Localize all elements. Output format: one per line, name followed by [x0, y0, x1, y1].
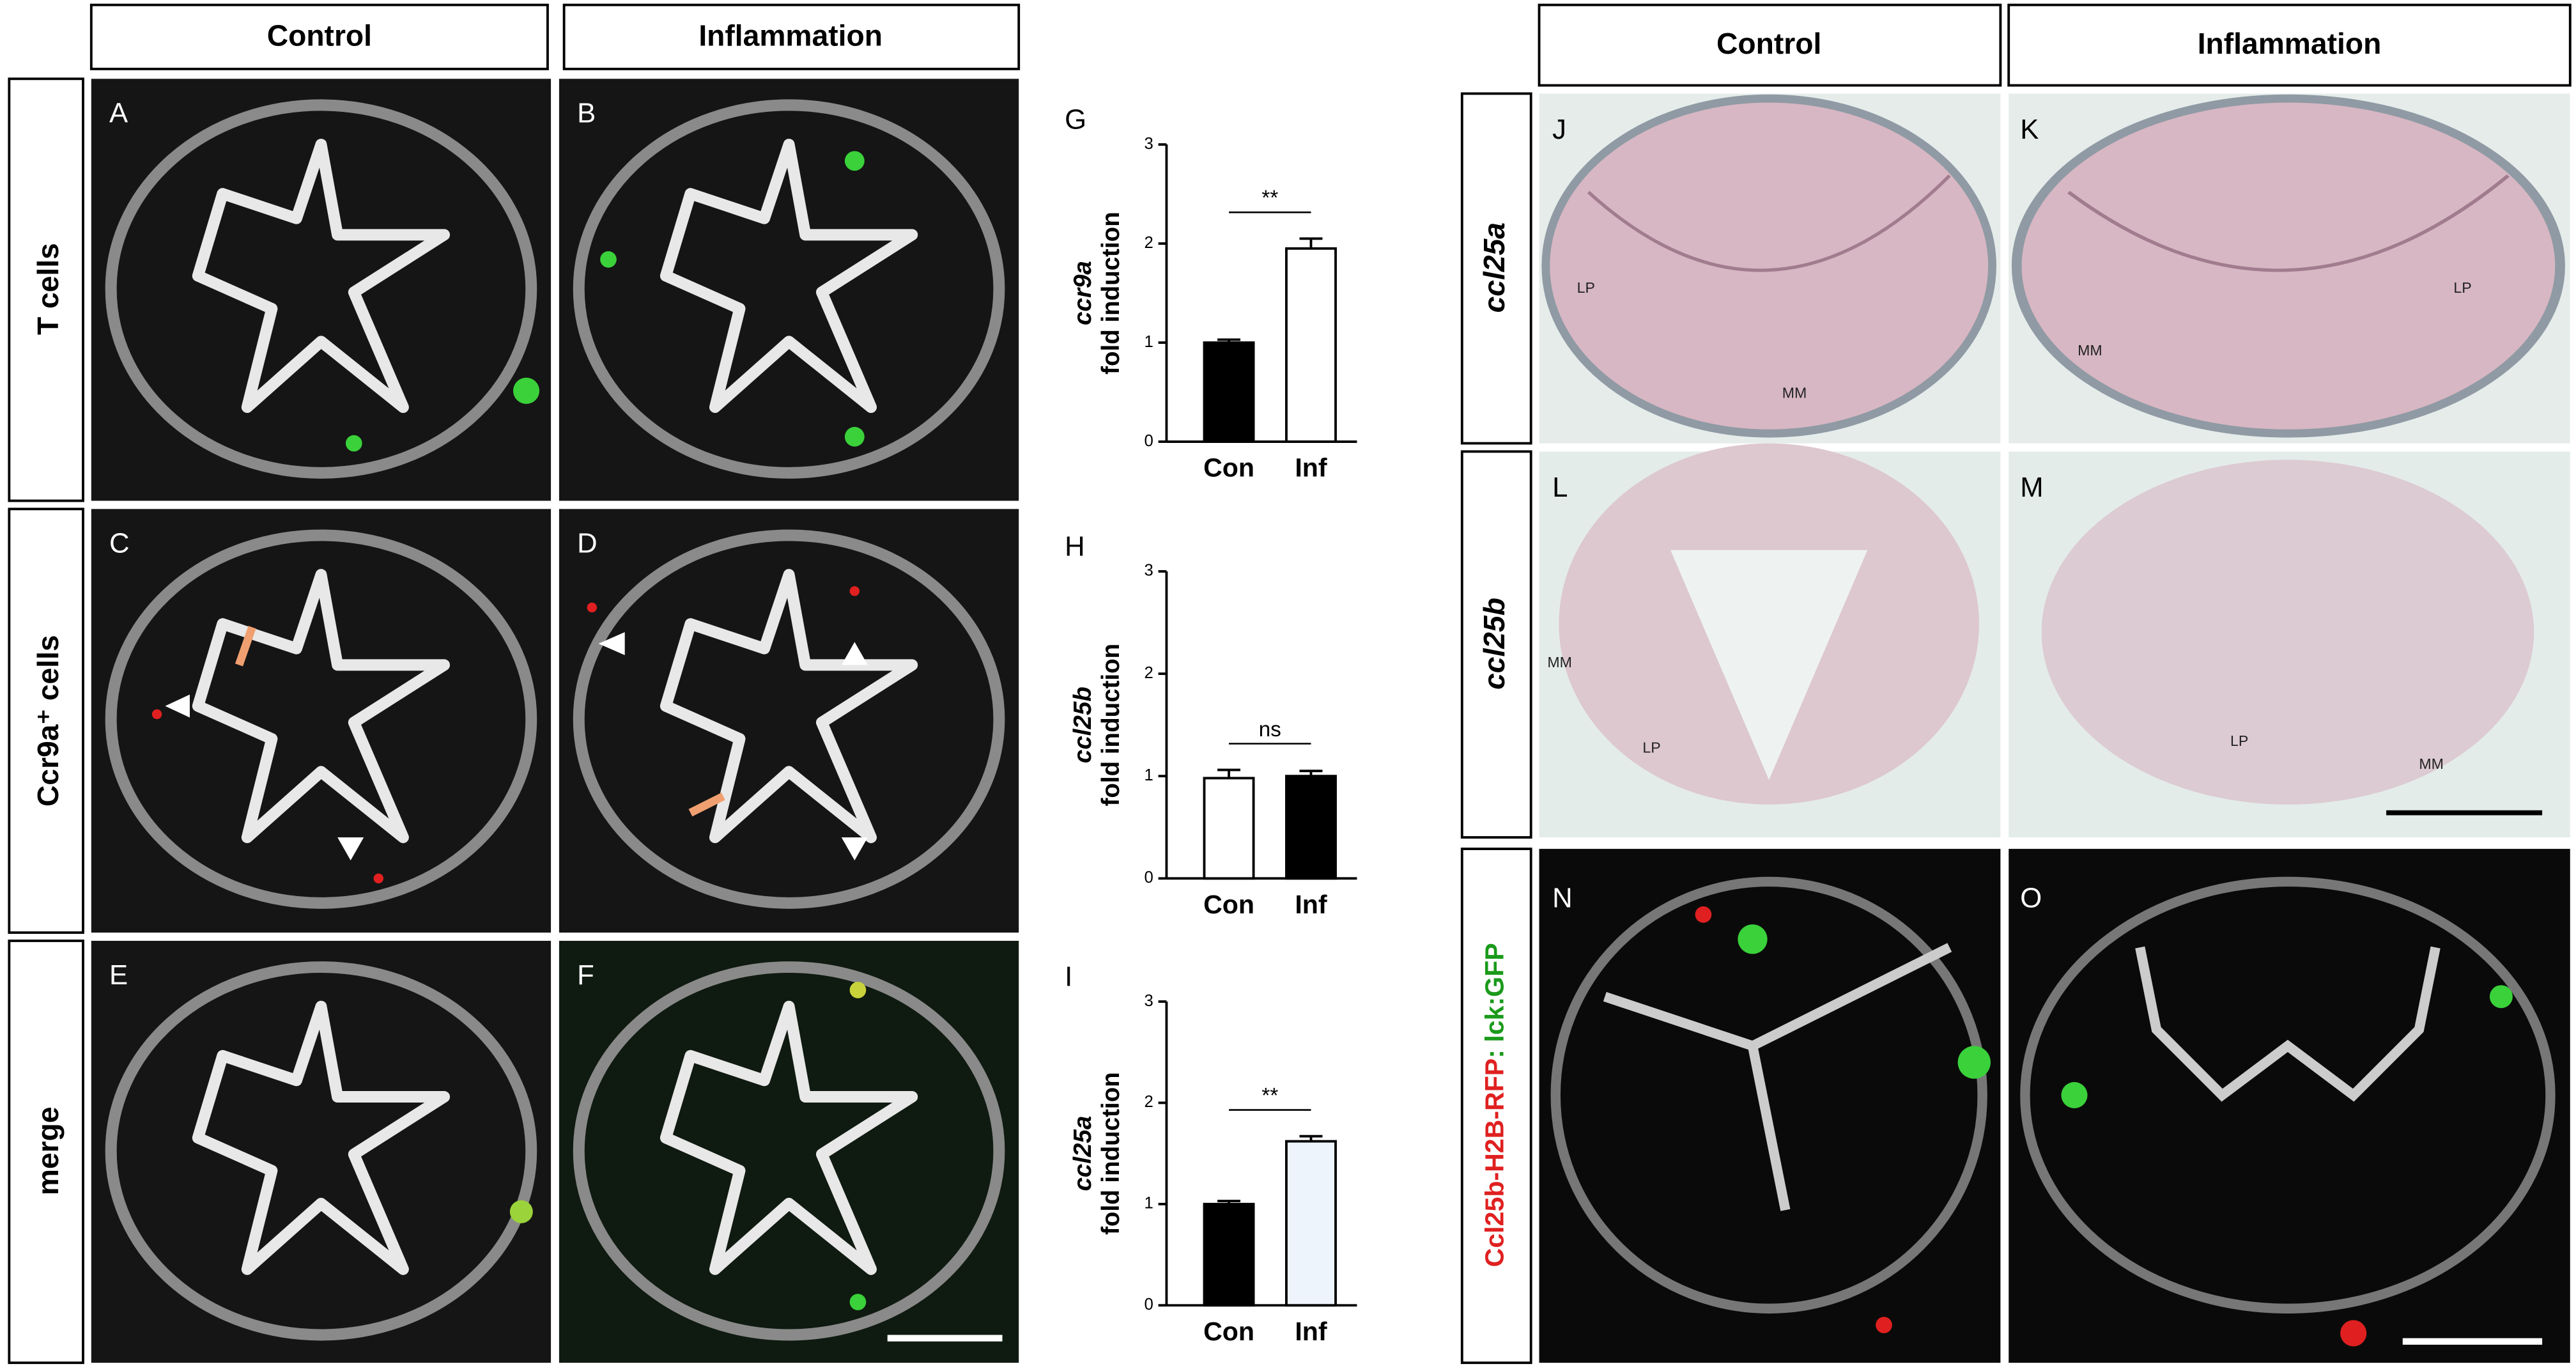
column-header: Inflammation [698, 19, 883, 52]
row-label: Ccl25b-H2B-RFP: lck:GFP [1480, 943, 1509, 1267]
panel-letter: K [2020, 114, 2039, 145]
row-box [1460, 92, 1532, 445]
y-tick-label: 2 [1145, 1093, 1153, 1111]
panel-letter: J [1552, 114, 1566, 145]
panel-letter: B [577, 97, 596, 128]
panel-letter: L [1552, 472, 1568, 503]
row-label: ccl25a [1477, 222, 1511, 313]
panel-letter: D [577, 527, 598, 559]
y-tick-label: 3 [1145, 135, 1153, 153]
micrograph [559, 79, 1019, 501]
y-axis-title: fold induction [1097, 212, 1125, 375]
micrograph [2009, 849, 2570, 1363]
y-axis-title: fold induction [1097, 644, 1125, 807]
y-tick-label: 1 [1145, 766, 1153, 784]
column-header: Inflammation [2198, 27, 2382, 60]
header-box [1538, 3, 2002, 87]
row-box [1460, 450, 1532, 839]
micrograph [559, 509, 1019, 933]
panel-letter: M [2020, 472, 2043, 503]
label-part: lck:GFP [1480, 943, 1509, 1042]
panel-letter: I [1065, 961, 1072, 993]
y-axis-gene: ccl25b [1069, 686, 1097, 763]
row-label: T cells [31, 243, 65, 335]
bar [1285, 1140, 1337, 1307]
label-part: : [1480, 1042, 1509, 1058]
column-header: Control [1716, 27, 1821, 60]
label-part: Ccl25b-H2B-RFP [1480, 1058, 1509, 1267]
y-tick-label: 1 [1145, 333, 1153, 351]
panel-letter: E [109, 959, 128, 991]
row-box [8, 940, 84, 1365]
x-tick-label: Inf [1295, 1317, 1327, 1346]
panel-letter: A [109, 97, 128, 128]
y-tick-label: 1 [1145, 1195, 1153, 1212]
significance-label: ** [1261, 186, 1278, 210]
y-tick-label: 0 [1145, 1296, 1153, 1313]
y-tick-label: 0 [1145, 869, 1153, 887]
header-box [89, 3, 549, 70]
y-tick-label: 3 [1145, 562, 1153, 580]
y-axis-title: fold induction [1097, 1072, 1125, 1235]
y-tick-label: 2 [1145, 234, 1153, 252]
row-label: Ccr9a⁺ cells [31, 635, 65, 807]
x-tick-label: Con [1203, 453, 1254, 483]
panel-letter: C [109, 527, 130, 559]
row-box [1460, 848, 1532, 1365]
row-label: merge [31, 1106, 65, 1195]
tissue-label: MM [1547, 654, 1572, 670]
y-tick-label: 0 [1145, 432, 1153, 450]
x-tick-label: Inf [1295, 453, 1327, 483]
bar [1203, 1202, 1255, 1307]
micrograph [91, 509, 551, 933]
header-box [562, 3, 1021, 70]
significance-label: ns [1259, 718, 1281, 741]
panel-letter: G [1065, 104, 1086, 136]
y-axis-gene: ccr9a [1069, 261, 1097, 325]
bar [1285, 247, 1337, 443]
panel-letter: H [1065, 531, 1085, 562]
tissue-label: LP [1642, 740, 1660, 756]
micrograph [1539, 93, 2001, 444]
bar [1203, 777, 1255, 880]
tissue-label: LP [2230, 732, 2248, 749]
column-header: Control [267, 19, 372, 52]
tissue-label: MM [2419, 755, 2444, 772]
panel-letter: O [2020, 882, 2042, 913]
x-tick-label: Con [1203, 1317, 1254, 1346]
tissue-label: MM [1782, 385, 1807, 401]
panel-letter: N [1552, 882, 1573, 913]
bar [1203, 341, 1255, 443]
micrograph [559, 940, 1019, 1363]
header-box [2007, 3, 2572, 87]
y-tick-label: 2 [1145, 664, 1153, 682]
y-tick-label: 3 [1145, 992, 1153, 1010]
micrograph [2009, 451, 2570, 838]
row-label: ccl25b [1477, 598, 1511, 690]
micrograph [1539, 849, 2001, 1363]
row-box [8, 77, 84, 502]
x-tick-label: Con [1203, 890, 1254, 919]
tissue-label: MM [2078, 342, 2102, 359]
x-tick-label: Inf [1295, 890, 1327, 919]
tissue-label: LP [1577, 279, 1595, 296]
y-axis-gene: ccl25a [1069, 1116, 1097, 1191]
row-box [8, 507, 84, 934]
bar [1285, 775, 1337, 880]
micrograph [91, 940, 551, 1363]
significance-label: ** [1261, 1084, 1278, 1108]
micrograph [1539, 443, 2001, 838]
panel-letter: F [577, 959, 594, 991]
tissue-label: LP [2453, 279, 2471, 296]
micrograph [2009, 93, 2570, 444]
micrograph [91, 79, 551, 501]
